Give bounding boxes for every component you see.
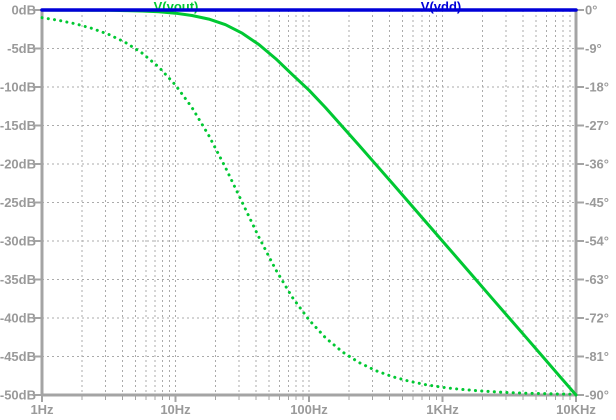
x-axis-label: 100Hz: [290, 402, 328, 417]
y-right-label: 0°: [585, 3, 597, 18]
y-right-label: -9°: [585, 41, 602, 56]
y-left-label: -40dB: [0, 311, 36, 326]
grid-lines: [42, 10, 576, 395]
trace-v-vout-phase[interactable]: [40, 16, 578, 396]
y-left-label: 0dB: [11, 3, 36, 18]
plot-traces: [40, 8, 578, 397]
y-left-label: -30dB: [0, 234, 36, 249]
y-right-label: -36°: [585, 157, 609, 172]
y-left-label: -5dB: [7, 41, 36, 56]
y-right-label: -90°: [585, 388, 609, 403]
y-right-label: -72°: [585, 311, 609, 326]
y-right-label: -45°: [585, 195, 609, 210]
x-axis-label: 1KHz: [426, 402, 459, 417]
y-right-label: -63°: [585, 272, 609, 287]
y-left-label: -35dB: [0, 272, 36, 287]
y-left-label: -10dB: [0, 80, 36, 95]
y-right-label: -18°: [585, 80, 609, 95]
x-axis-label: 10KHz: [556, 402, 596, 417]
x-axis-label: 10Hz: [160, 402, 191, 417]
axis-tick-labels: 0dB -5dB -10dB -15dB -20dB -25dB -30dB -35dB -40…: [0, 3, 609, 418]
y-right-label: -27°: [585, 118, 609, 133]
y-right-label: -54°: [585, 234, 609, 249]
y-left-label: -25dB: [0, 195, 36, 210]
y-right-label: -81°: [585, 349, 609, 364]
axis-ticks: [34, 9, 584, 402]
y-left-label: -20dB: [0, 157, 36, 172]
x-axis-label: 1Hz: [30, 402, 54, 417]
y-left-label: -50dB: [0, 388, 36, 403]
y-left-label: -45dB: [0, 349, 36, 364]
y-left-label: -15dB: [0, 118, 36, 133]
